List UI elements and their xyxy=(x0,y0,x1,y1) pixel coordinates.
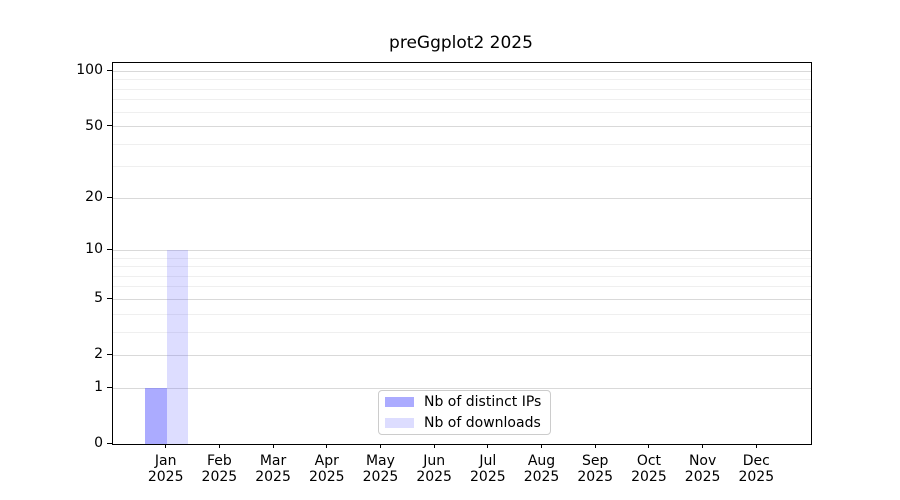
y-tick-mark xyxy=(107,125,112,127)
bar-nb-of-distinct-ips xyxy=(145,388,167,444)
x-tick-label: Feb 2025 xyxy=(201,453,238,485)
minor-gridline xyxy=(113,257,811,259)
minor-gridline xyxy=(113,275,811,277)
major-gridline xyxy=(113,70,811,72)
y-tick-label: 50 xyxy=(85,117,103,134)
x-tick-mark xyxy=(541,444,543,448)
y-tick-mark xyxy=(107,442,112,444)
y-tick-mark xyxy=(107,196,112,198)
x-tick-mark xyxy=(272,444,274,448)
minor-gridline xyxy=(113,79,811,81)
legend-label-downloads: Nb of downloads xyxy=(424,415,541,431)
bar-nb-of-downloads xyxy=(166,250,189,444)
y-tick-mark xyxy=(107,353,112,355)
minor-gridline xyxy=(113,331,811,333)
minor-gridline xyxy=(113,88,811,90)
x-tick-mark xyxy=(433,444,435,448)
x-tick-mark xyxy=(594,444,596,448)
y-tick-label: 100 xyxy=(76,62,103,79)
legend-item-downloads: Nb of downloads xyxy=(385,415,542,431)
x-tick-label: Aug 2025 xyxy=(523,453,560,485)
x-tick-label: Jan 2025 xyxy=(147,453,184,485)
y-tick-label: 0 xyxy=(94,435,103,451)
major-gridline xyxy=(113,197,811,199)
y-tick-label: 10 xyxy=(85,241,103,258)
y-tick-label: 20 xyxy=(85,189,103,206)
y-tick-label: 5 xyxy=(94,290,103,307)
x-tick-label: Oct 2025 xyxy=(631,453,667,485)
minor-gridline xyxy=(113,99,811,101)
legend-swatch-distinct-ips-icon xyxy=(385,397,414,407)
y-tick-label: 1 xyxy=(94,379,103,396)
minor-gridline xyxy=(113,143,811,145)
x-tick-label: Apr 2025 xyxy=(308,453,345,485)
legend-item-distinct-ips: Nb of distinct IPs xyxy=(385,394,542,410)
x-tick-mark xyxy=(165,444,167,448)
legend: Nb of distinct IPs Nb of downloads xyxy=(378,390,551,435)
legend-label-distinct-ips: Nb of distinct IPs xyxy=(424,394,542,410)
x-tick-label: Dec 2025 xyxy=(738,453,775,485)
x-tick-label: Jun 2025 xyxy=(416,453,452,485)
major-gridline xyxy=(113,387,811,389)
x-tick-mark xyxy=(648,444,650,448)
y-tick-mark xyxy=(107,297,112,299)
chart-title: preGgplot2 2025 xyxy=(389,33,533,53)
x-tick-label: Sep 2025 xyxy=(577,453,614,485)
x-tick-mark xyxy=(379,444,381,448)
y-tick-mark xyxy=(107,69,112,71)
minor-gridline xyxy=(113,111,811,113)
x-tick-mark xyxy=(326,444,328,448)
major-gridline xyxy=(113,126,811,128)
x-tick-label: Mar 2025 xyxy=(255,453,291,485)
major-gridline xyxy=(113,354,811,356)
minor-gridline xyxy=(113,166,811,168)
x-tick-mark xyxy=(218,444,220,448)
plot-area xyxy=(112,62,812,445)
major-gridline xyxy=(113,249,811,251)
major-gridline xyxy=(113,298,811,300)
x-tick-label: Jul 2025 xyxy=(470,453,506,485)
minor-gridline xyxy=(113,266,811,268)
minor-gridline xyxy=(113,313,811,315)
minor-gridline xyxy=(113,286,811,288)
x-tick-mark xyxy=(702,444,704,448)
x-tick-label: Nov 2025 xyxy=(684,453,721,485)
y-tick-label: 2 xyxy=(94,346,103,363)
x-tick-mark xyxy=(487,444,489,448)
y-tick-mark xyxy=(107,248,112,250)
x-tick-label: May 2025 xyxy=(362,453,399,485)
legend-swatch-downloads-icon xyxy=(385,418,414,428)
y-tick-mark xyxy=(107,386,112,388)
x-tick-mark xyxy=(755,444,757,448)
